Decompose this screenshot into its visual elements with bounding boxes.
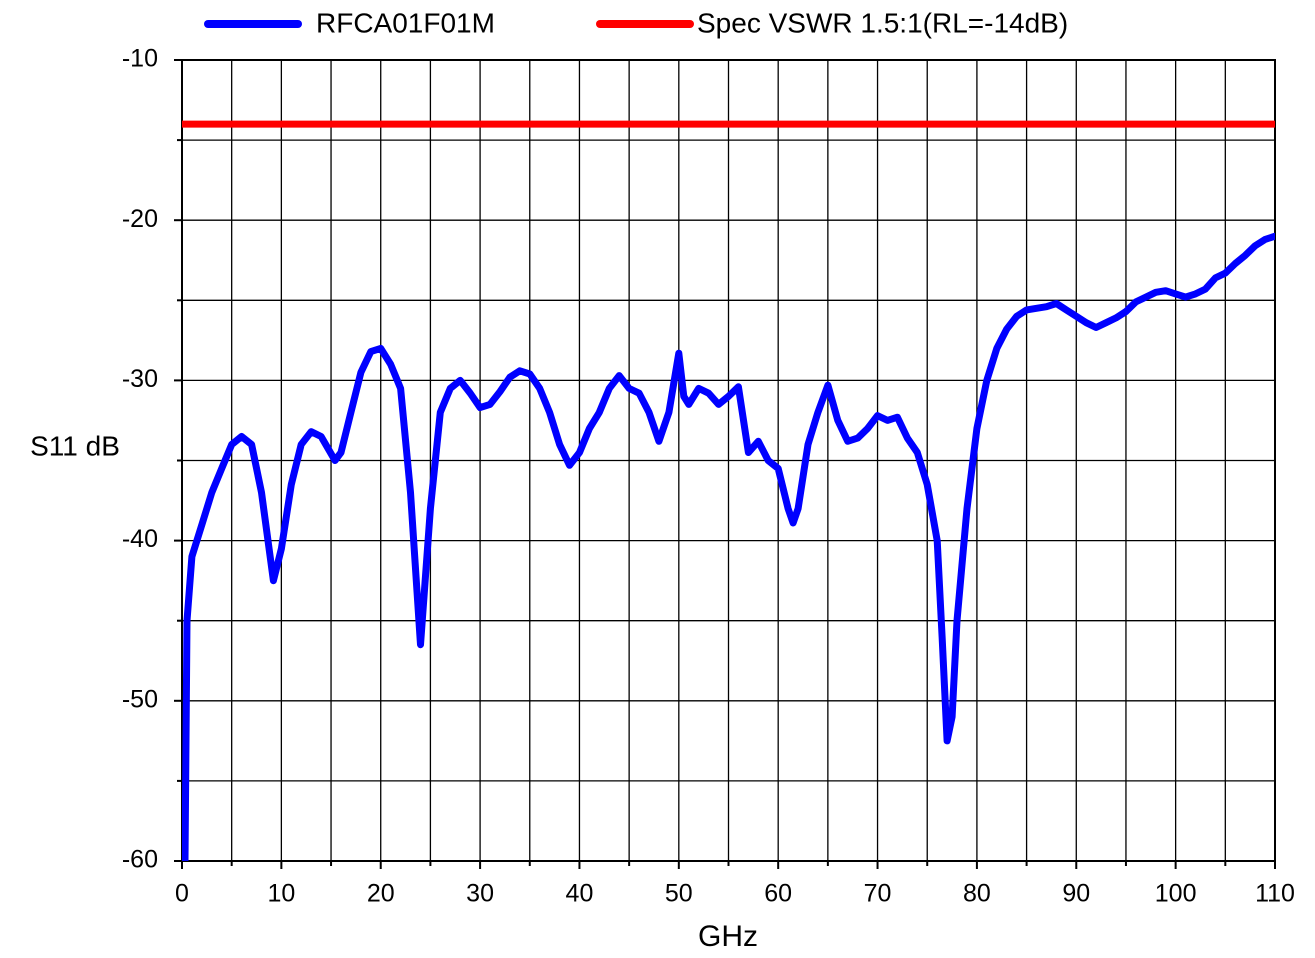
- legend-label: RFCA01F01M: [316, 7, 495, 38]
- x-axis-label: GHz: [698, 920, 758, 953]
- data-line: [182, 232, 1275, 861]
- y-tick-label: -20: [122, 205, 158, 233]
- x-tick-label: 40: [566, 880, 594, 908]
- y-tick-label: -50: [122, 685, 158, 713]
- x-tick-label: 30: [466, 880, 494, 908]
- x-tick-label: 0: [175, 880, 189, 908]
- x-tick-label: 10: [267, 880, 295, 908]
- x-tick-label: 60: [764, 880, 792, 908]
- y-tick-label: -60: [122, 846, 158, 874]
- plot-frame: [181, 59, 1276, 862]
- x-tick-label: 90: [1062, 880, 1090, 908]
- x-tick-label: 80: [963, 880, 991, 908]
- legend-label: Spec VSWR 1.5:1(RL=-14dB): [697, 7, 1068, 38]
- x-tick-label: 50: [665, 880, 693, 908]
- y-axis-label: S11 dB: [30, 430, 120, 461]
- x-tick-label: 70: [864, 880, 892, 908]
- x-tick-label: 20: [367, 880, 395, 908]
- x-tick-label: 100: [1155, 880, 1197, 908]
- x-tick-label: 110: [1255, 880, 1295, 908]
- y-tick-label: -40: [122, 525, 158, 553]
- y-tick-label: -30: [122, 365, 158, 393]
- y-tick-label: -10: [122, 45, 158, 73]
